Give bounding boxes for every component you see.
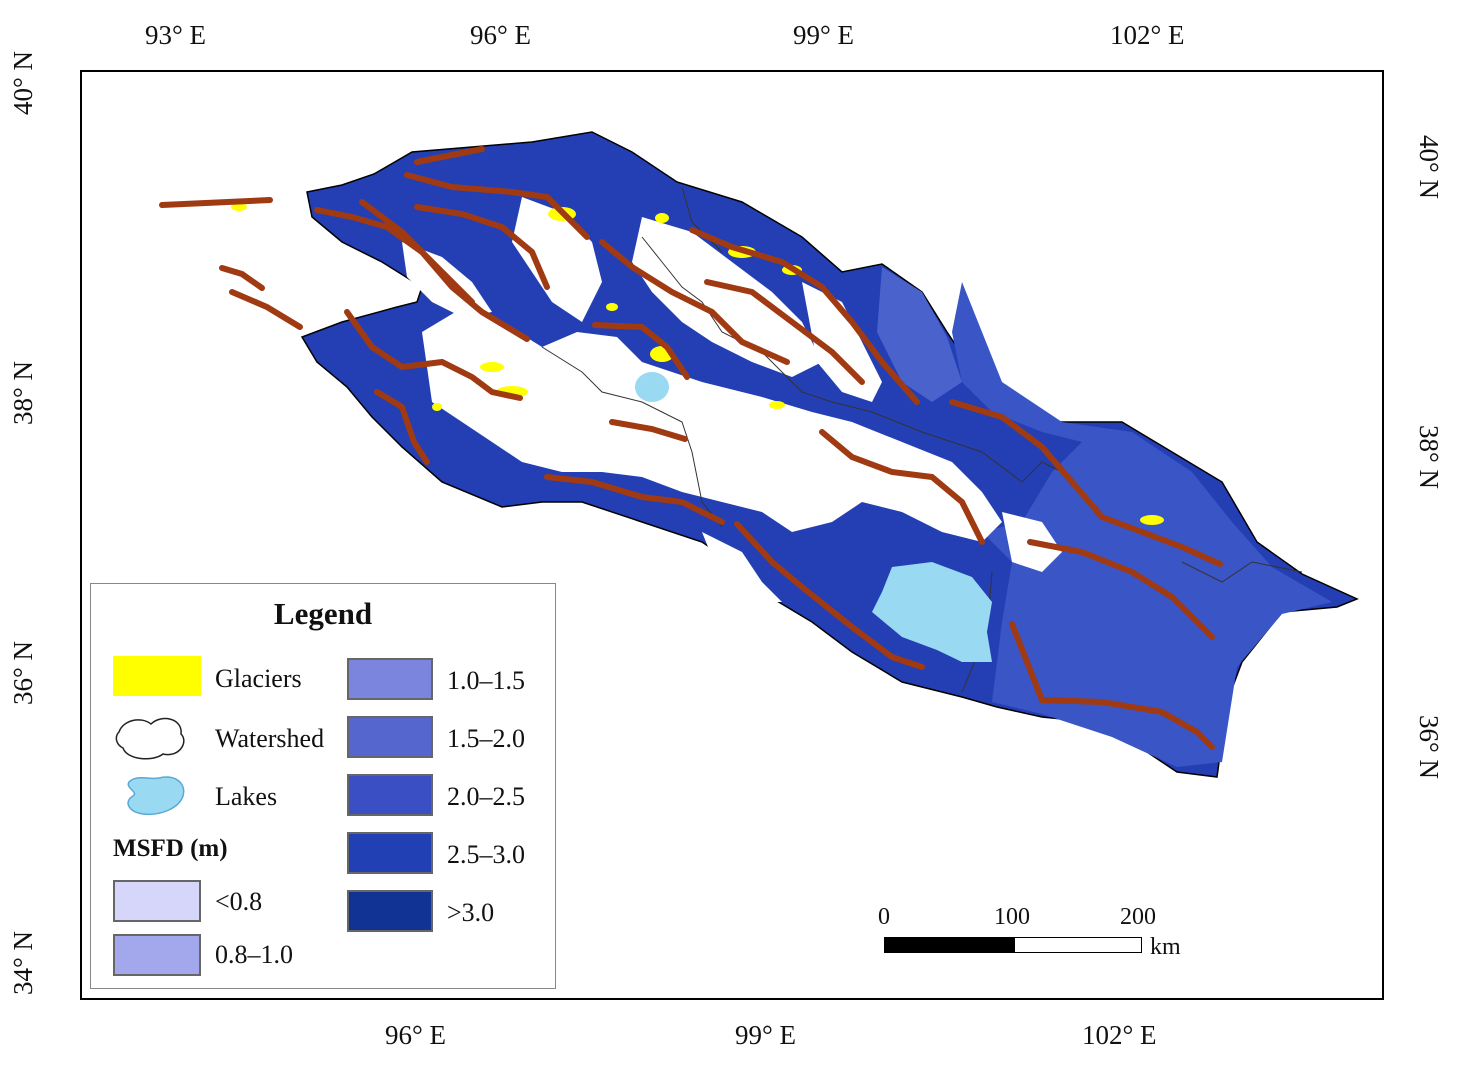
no-snow-area	[702, 532, 782, 602]
no-snow-area	[802, 282, 882, 402]
left-lat-tick: 40° N	[8, 50, 38, 115]
moderate-depth-area	[952, 282, 1332, 767]
msfd-swatch-7	[347, 890, 433, 932]
scale-bar-white-segment	[1014, 937, 1142, 953]
glaciers-label: Glaciers	[215, 664, 302, 693]
msfd-label-2: 0.8–1.0	[215, 940, 293, 969]
top-lon-tick: 99° E	[793, 20, 855, 50]
scale-label-100: 100	[994, 904, 1030, 930]
msfd-swatch-5	[347, 774, 433, 816]
msfd-heading: MSFD (m)	[113, 835, 228, 862]
no-snow-area	[422, 302, 1002, 542]
msfd-swatch-1	[113, 880, 201, 922]
lake-swatch-icon	[127, 776, 185, 816]
watershed-label: Watershed	[215, 724, 325, 753]
top-lon-tick: 93° E	[145, 20, 207, 50]
legend-panel: Legend Glaciers Watershed Lakes MSFD (m)…	[90, 583, 556, 989]
msfd-label-7: >3.0	[447, 898, 495, 927]
right-lat-tick: 36° N	[1414, 715, 1444, 780]
glacier-swatch	[113, 656, 201, 696]
scale-label-200: 200	[1120, 904, 1156, 930]
scale-label-0: 0	[878, 904, 890, 930]
small-lake	[635, 372, 669, 402]
msfd-swatch-4	[347, 716, 433, 758]
bottom-lon-tick: 96° E	[385, 1020, 447, 1050]
watershed-swatch-icon	[115, 717, 185, 760]
no-snow-area	[632, 217, 822, 377]
msfd-label-5: 2.0–2.5	[447, 782, 525, 811]
moderate-depth-area	[877, 267, 962, 402]
left-lat-tick: 36° N	[8, 640, 38, 705]
top-lon-tick: 96° E	[470, 20, 532, 50]
right-lat-tick: 40° N	[1414, 135, 1444, 200]
lakes-label: Lakes	[215, 782, 278, 811]
msfd-label-6: 2.5–3.0	[447, 840, 525, 869]
bottom-lon-tick: 102° E	[1082, 1020, 1157, 1050]
msfd-label-4: 1.5–2.0	[447, 724, 525, 753]
msfd-swatch-3	[347, 658, 433, 700]
map-canvas	[159, 131, 1359, 778]
msfd-label-1: <0.8	[215, 887, 263, 916]
left-lat-tick: 38° N	[8, 360, 38, 425]
legend-title: Legend	[273, 596, 373, 631]
msfd-swatch-6	[347, 832, 433, 874]
top-lon-tick: 102° E	[1110, 20, 1185, 50]
no-snow-area	[512, 197, 602, 322]
fault-lines	[159, 146, 1223, 750]
scale-bar-black-segment	[884, 937, 1014, 953]
msfd-swatch-2	[113, 934, 201, 976]
scale-bar: 0 100 200 km	[878, 904, 1204, 965]
right-lat-tick: 38° N	[1414, 425, 1444, 490]
msfd-label-3: 1.0–1.5	[447, 666, 525, 695]
scale-unit: km	[1150, 934, 1181, 960]
lake-qinghai	[872, 562, 992, 662]
left-lat-tick: 34° N	[8, 930, 38, 995]
bottom-lon-tick: 99° E	[735, 1020, 797, 1050]
